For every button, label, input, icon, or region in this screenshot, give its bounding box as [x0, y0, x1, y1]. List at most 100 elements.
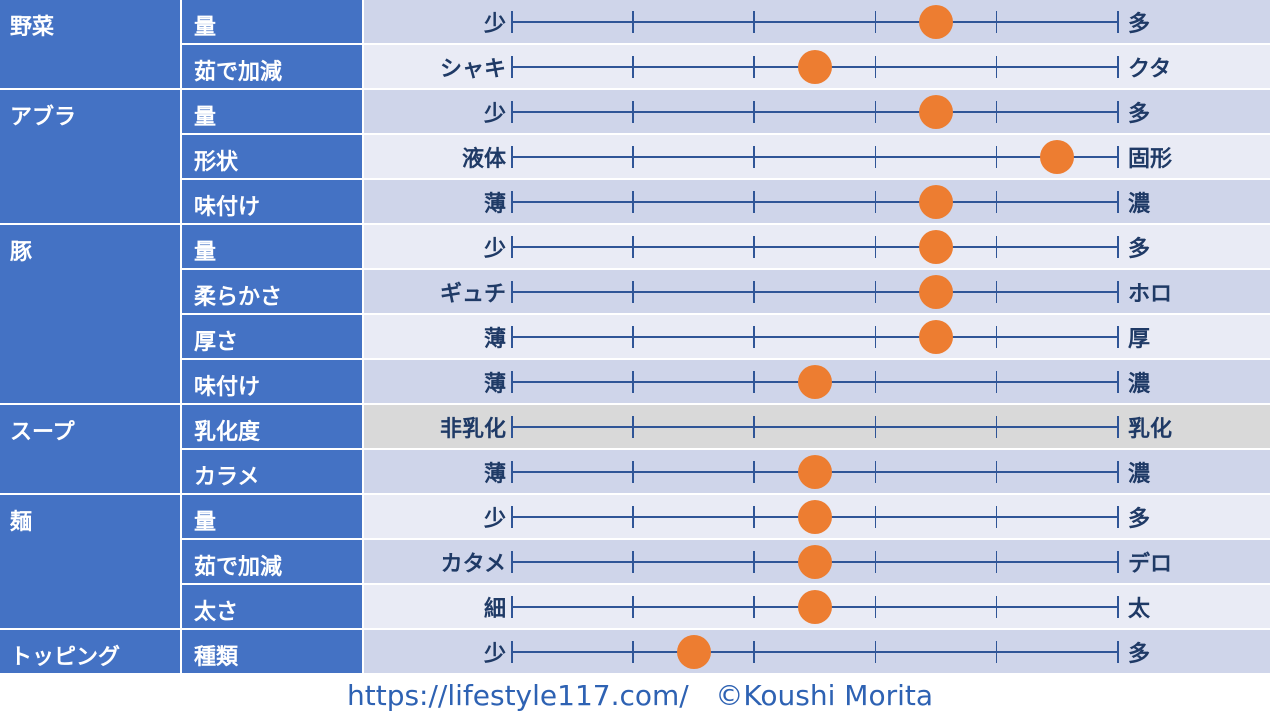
- item-label: 味付け: [182, 180, 362, 223]
- scale-tick: [874, 235, 877, 258]
- item-label: 量: [182, 495, 362, 538]
- scale-tick: [511, 505, 513, 528]
- scale-left-label: 液体: [461, 146, 506, 172]
- scale-tick: [1117, 145, 1119, 168]
- scale-tick: [511, 10, 513, 33]
- scale-tick: [511, 145, 513, 168]
- scale-tick: [632, 190, 634, 213]
- scale-tick: [1117, 550, 1119, 573]
- group-label: アブラ: [0, 90, 180, 223]
- scale-tick: [753, 640, 755, 663]
- item-label: 柔らかさ: [182, 270, 362, 313]
- scale-tick: [874, 370, 877, 393]
- scale-tick: [874, 550, 877, 573]
- scale-left-label: 非乳化: [439, 416, 506, 442]
- scale-right-label: 太: [1128, 596, 1151, 622]
- item-label: 味付け: [182, 360, 362, 403]
- scale-right-label: 多: [1128, 236, 1151, 262]
- scale-left-label: 少: [483, 506, 506, 532]
- scale-tick: [995, 595, 998, 618]
- scale-tick: [632, 550, 634, 573]
- item-label: カラメ: [182, 450, 362, 493]
- scale-tick: [1117, 235, 1119, 258]
- scale-tick: [1117, 370, 1119, 393]
- scale-tick: [632, 415, 634, 438]
- scale-tick: [874, 280, 877, 303]
- scale-tick: [1117, 415, 1119, 438]
- scale-tick: [753, 190, 755, 213]
- scale-track: [512, 20, 1118, 23]
- scale-tick: [632, 10, 634, 33]
- scale-track: [512, 290, 1118, 293]
- scale-tick: [995, 460, 998, 483]
- scale-tick: [1117, 460, 1119, 483]
- footer-url[interactable]: https://lifestyle117.com/: [346, 679, 689, 712]
- scale-tick: [753, 325, 755, 348]
- rating-dot: [919, 184, 954, 219]
- scale-left-label: カタメ: [440, 551, 506, 577]
- scale-tick: [1117, 640, 1119, 663]
- item-label: 量: [182, 90, 362, 133]
- scale-track: [512, 335, 1118, 338]
- scale-tick: [874, 460, 877, 483]
- scale-tick: [874, 145, 877, 168]
- scale-right-label: 多: [1128, 641, 1151, 667]
- item-label: 茹で加減: [182, 45, 362, 88]
- rating-dot: [919, 319, 954, 354]
- scale-tick: [511, 55, 513, 78]
- scale-tick: [1117, 505, 1119, 528]
- scale-tick: [753, 235, 755, 258]
- scale-tick: [995, 10, 998, 33]
- group-label: 麺: [0, 495, 180, 628]
- scale-tick: [632, 640, 634, 663]
- scale-tick: [995, 55, 998, 78]
- scale-right-label: 厚: [1128, 326, 1151, 352]
- scale-right-label: クタ: [1128, 56, 1172, 82]
- rating-dot: [798, 49, 832, 84]
- scale-right-label: 固形: [1128, 146, 1173, 172]
- scale-tick: [511, 280, 513, 303]
- scale-left-label: ギュチ: [439, 281, 506, 307]
- scale-tick: [632, 145, 634, 168]
- scale-tick: [995, 145, 998, 168]
- scale-tick: [874, 10, 877, 33]
- scale-right-label: 乳化: [1128, 416, 1173, 442]
- scale-track: [512, 200, 1118, 203]
- item-label: 太さ: [182, 585, 362, 628]
- rating-dot: [798, 364, 832, 399]
- scale-tick: [632, 505, 634, 528]
- scale-tick: [753, 595, 755, 618]
- scale-tick: [1117, 595, 1119, 618]
- rating-dot: [676, 634, 711, 669]
- scale-left-label: 少: [483, 641, 506, 667]
- scale-tick: [995, 325, 998, 348]
- scale-tick: [753, 415, 755, 438]
- scale-tick: [1117, 325, 1119, 348]
- scale-right-label: 多: [1128, 506, 1151, 532]
- scale-track: [512, 245, 1118, 248]
- scale-tick: [511, 640, 513, 663]
- scale-tick: [1117, 190, 1119, 213]
- scale-tick: [511, 235, 513, 258]
- scale-tick: [874, 595, 877, 618]
- scale-tick: [511, 460, 513, 483]
- group-label: スープ: [0, 405, 180, 493]
- scale-tick: [511, 415, 513, 438]
- scale-tick: [511, 550, 513, 573]
- scale-left-label: シャキ: [439, 56, 506, 82]
- scale-right-label: デロ: [1128, 551, 1173, 577]
- scale-left-label: 少: [483, 101, 506, 127]
- scale-tick: [632, 595, 634, 618]
- scale-tick: [753, 550, 755, 573]
- scale-tick: [1117, 100, 1119, 123]
- scale-left-label: 少: [483, 11, 506, 37]
- item-label: 茹で加減: [182, 540, 362, 583]
- scale-left-label: 薄: [483, 326, 506, 352]
- item-label: 厚さ: [182, 315, 362, 358]
- scale-track: [512, 650, 1118, 653]
- scale-tick: [511, 100, 513, 123]
- scale-tick: [995, 415, 998, 438]
- scale-tick: [874, 190, 877, 213]
- scale-tick: [1117, 10, 1119, 33]
- scale-tick: [753, 55, 755, 78]
